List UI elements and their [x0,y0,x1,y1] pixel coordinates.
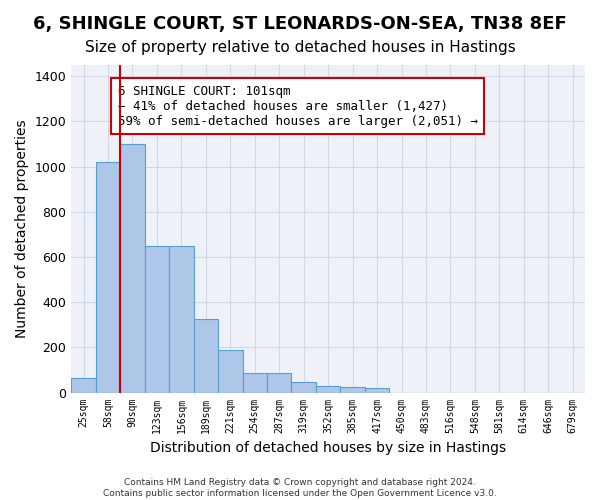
Text: 6, SHINGLE COURT, ST LEONARDS-ON-SEA, TN38 8EF: 6, SHINGLE COURT, ST LEONARDS-ON-SEA, TN… [33,15,567,33]
X-axis label: Distribution of detached houses by size in Hastings: Distribution of detached houses by size … [150,441,506,455]
Bar [120,144,145,392]
Bar [292,382,316,392]
Bar [169,246,194,392]
Bar [71,378,96,392]
Bar [145,246,169,392]
Y-axis label: Number of detached properties: Number of detached properties [15,120,29,338]
Bar [242,372,267,392]
Bar [316,386,340,392]
Bar [194,319,218,392]
Bar [267,372,292,392]
Bar [340,387,365,392]
Bar [365,388,389,392]
Bar [96,162,120,392]
Text: Contains HM Land Registry data © Crown copyright and database right 2024.
Contai: Contains HM Land Registry data © Crown c… [103,478,497,498]
Text: Size of property relative to detached houses in Hastings: Size of property relative to detached ho… [85,40,515,55]
Text: 6 SHINGLE COURT: 101sqm
← 41% of detached houses are smaller (1,427)
59% of semi: 6 SHINGLE COURT: 101sqm ← 41% of detache… [118,84,478,128]
Bar [218,350,242,393]
